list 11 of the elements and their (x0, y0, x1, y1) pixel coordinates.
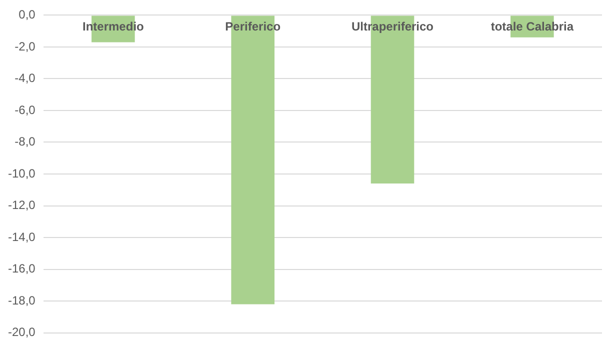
y-tick-label: -8,0 (14, 134, 36, 149)
y-tick-label: -20,0 (8, 325, 36, 340)
y-tick-label: -6,0 (14, 102, 36, 117)
y-tick-label: -18,0 (8, 293, 36, 308)
y-tick-label: -2,0 (14, 39, 36, 54)
y-tick-label: 0,0 (18, 8, 36, 22)
y-tick-label: -14,0 (8, 230, 36, 244)
y-tick-label: -4,0 (14, 71, 36, 86)
y-tick-label: -16,0 (8, 262, 36, 276)
y-tick-label: -12,0 (8, 198, 36, 212)
y-tick-label: -10,0 (8, 166, 36, 180)
